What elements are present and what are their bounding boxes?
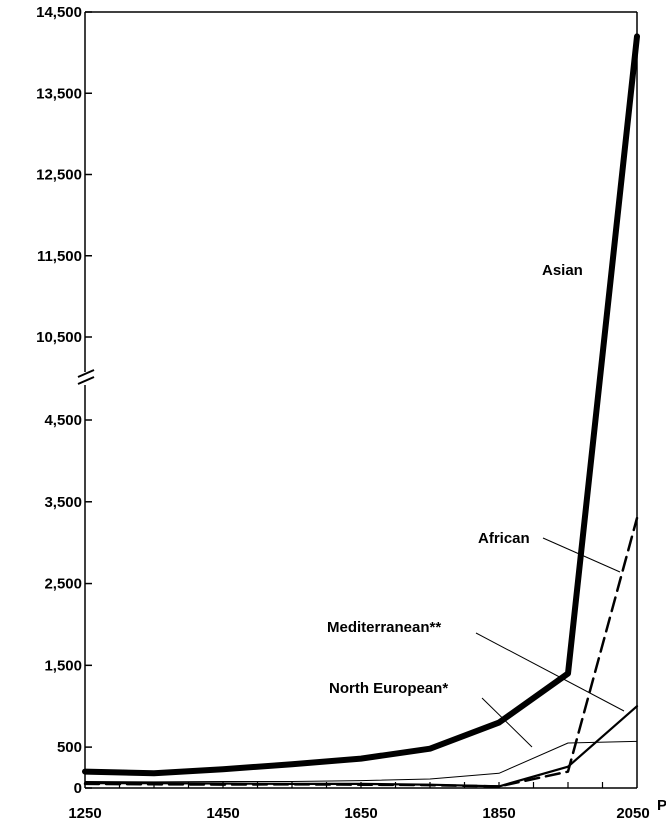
axis-break-marker: [77, 369, 95, 385]
y-tick-label: 11,500: [37, 248, 82, 265]
y-tick-label: 1,500: [44, 657, 82, 674]
y-tick-label: 3,500: [44, 494, 82, 511]
series-leader-line: [542, 537, 621, 573]
plot-frame: [77, 11, 638, 789]
series-label: African: [478, 530, 530, 547]
series-labels: Asian African Mediterranean** North Europea…: [327, 262, 625, 748]
x-tick-label: 1250: [68, 805, 101, 822]
y-axis-ticks: 0 500 1,500 2,500 3,500 4,500 10,500 11,500 12,5…: [36, 4, 92, 797]
series-lines: [82, 33, 640, 788]
y-tick-label: 10,500: [36, 329, 82, 346]
x-tick-label: 1650: [344, 805, 377, 822]
series-leader-line: [481, 697, 533, 748]
y-tick-label: 13,500: [36, 85, 82, 102]
y-tick-label: 12,500: [36, 167, 82, 184]
y-tick-label: 4,500: [44, 412, 82, 429]
series-line-asian: [82, 33, 640, 777]
y-tick-label: 0: [74, 780, 82, 797]
y-tick-label: 500: [57, 739, 82, 756]
series-label: Asian: [542, 262, 583, 279]
x-tick-label: 2050: [616, 805, 649, 822]
series-line-northeuropean: [84, 740, 638, 783]
series-label: North European*: [329, 680, 448, 697]
series-label: Mediterranean**: [327, 619, 441, 636]
series-line-african: [83, 516, 639, 788]
y-tick-label: 14,500: [36, 4, 82, 21]
y-tick-label: 2,500: [44, 576, 82, 593]
series-leader-line: [475, 632, 625, 712]
x-tick-label: 1850: [482, 805, 515, 822]
x-tick-suffix: P: [657, 797, 666, 814]
x-tick-label: 1450: [206, 805, 239, 822]
